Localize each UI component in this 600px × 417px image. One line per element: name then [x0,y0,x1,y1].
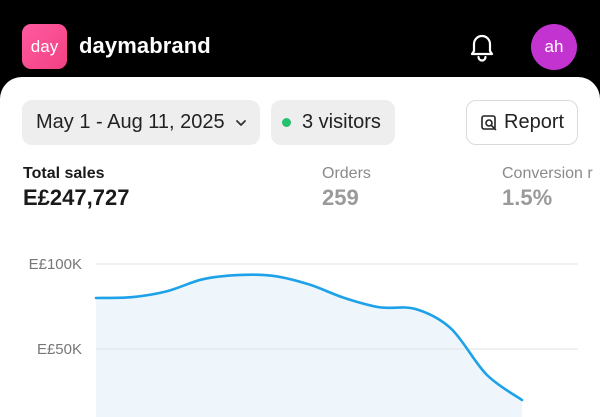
metric-label: Orders [322,165,371,182]
sales-chart[interactable]: E£100K E£50K [0,247,600,417]
date-range-button[interactable]: May 1 - Aug 11, 2025 [22,100,260,145]
avatar[interactable]: ah [531,24,577,70]
y-tick-label: E£100K [29,256,82,273]
report-label: Report [504,111,565,133]
visitors-badge[interactable]: 3 visitors [271,100,395,145]
bell-icon[interactable] [464,28,500,64]
metric-label: Total sales [23,165,105,182]
report-icon [481,114,497,130]
metric-value: E£247,727 [23,185,130,210]
date-range-label: May 1 - Aug 11, 2025 [36,111,225,133]
report-button[interactable]: Report [466,100,578,145]
main-panel: May 1 - Aug 11, 2025 3 visitors Report T… [0,77,600,417]
store-logo[interactable]: day [22,24,67,69]
y-tick-label: E£50K [37,341,82,358]
top-bar: day daymabrand ah [0,0,600,92]
visitors-label: 3 visitors [302,111,381,133]
store-name[interactable]: daymabrand [79,33,211,58]
metric-label: Conversion r [502,165,593,182]
metric-value: 1.5% [502,185,553,210]
sales-line [94,273,524,402]
chevron-down-icon [235,119,246,126]
metric-value: 259 [322,185,359,210]
live-dot-icon [282,118,291,127]
sales-area [96,274,522,417]
